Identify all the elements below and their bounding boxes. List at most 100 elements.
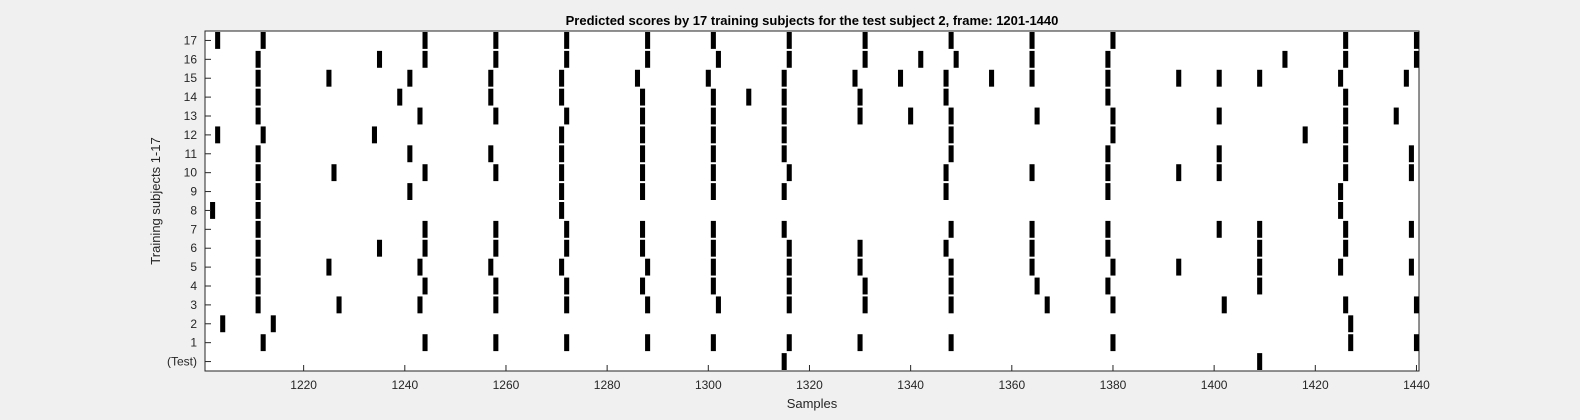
score-mark — [1110, 107, 1116, 125]
score-mark — [1221, 296, 1227, 314]
score-mark — [786, 32, 792, 49]
score-mark — [1110, 296, 1116, 314]
score-mark — [564, 107, 570, 125]
score-mark — [897, 69, 904, 87]
score-mark — [493, 296, 499, 314]
score-mark — [1029, 69, 1035, 87]
score-mark — [857, 239, 863, 257]
score-mark — [1408, 220, 1414, 238]
x-tick-label: 1360 — [998, 378, 1025, 392]
y-tick-label: 8 — [190, 203, 197, 217]
score-mark — [422, 277, 428, 295]
score-mark — [948, 258, 954, 276]
score-mark — [331, 164, 337, 182]
score-mark — [1343, 239, 1349, 257]
score-mark — [857, 334, 863, 352]
score-mark — [943, 69, 949, 87]
score-mark — [1343, 164, 1349, 182]
score-mark — [407, 145, 413, 163]
score-mark — [559, 145, 565, 163]
score-mark — [422, 220, 428, 238]
score-mark — [564, 277, 570, 295]
y-tick-label: (Test) — [167, 355, 197, 369]
y-tick-label: 6 — [190, 241, 197, 255]
score-mark — [1338, 202, 1344, 219]
y-tick-label: 1 — [190, 336, 197, 350]
score-mark — [1343, 50, 1349, 68]
score-mark — [260, 126, 266, 144]
score-mark — [326, 258, 332, 276]
score-mark — [1110, 334, 1116, 352]
score-mark — [1343, 126, 1349, 144]
score-mark — [781, 88, 787, 106]
score-mark — [417, 107, 423, 125]
x-tick-label: 1400 — [1201, 378, 1228, 392]
score-mark — [705, 69, 711, 87]
score-mark — [640, 164, 646, 182]
score-mark — [862, 277, 868, 295]
score-mark — [255, 164, 261, 182]
score-mark — [422, 164, 428, 182]
score-mark — [943, 88, 949, 106]
score-mark — [1257, 239, 1263, 257]
score-mark — [255, 239, 261, 257]
score-mark — [260, 334, 266, 352]
x-axis-label: Samples — [787, 396, 838, 411]
score-mark — [488, 145, 494, 163]
score-mark — [640, 239, 646, 257]
score-mark — [710, 145, 716, 163]
score-mark — [559, 258, 565, 276]
x-tick-label: 1220 — [290, 378, 317, 392]
score-mark — [493, 107, 499, 125]
score-mark — [640, 145, 646, 163]
score-mark — [1343, 88, 1349, 106]
score-mark — [255, 183, 261, 200]
score-mark — [786, 334, 792, 352]
score-mark — [255, 202, 261, 219]
score-mark — [210, 202, 216, 219]
score-mark — [645, 258, 651, 276]
score-mark — [1029, 220, 1035, 238]
x-axis-ticks: 1220 1240 1260 1280 1300 1320 1340 1360 1380 1400… — [290, 365, 1430, 392]
score-mark — [417, 258, 423, 276]
score-mark — [857, 107, 863, 125]
score-mark — [1343, 32, 1349, 49]
score-mark — [1257, 220, 1263, 238]
score-mark — [1257, 258, 1263, 276]
score-mark — [1110, 258, 1116, 276]
score-mark — [336, 296, 342, 314]
score-mark — [948, 277, 954, 295]
score-mark — [255, 220, 261, 238]
score-mark — [645, 32, 651, 49]
score-mark — [1029, 258, 1035, 276]
score-mark — [943, 183, 949, 200]
y-tick-label: 12 — [184, 128, 198, 142]
x-tick-label: 1340 — [897, 378, 924, 392]
x-tick-label: 1300 — [695, 378, 722, 392]
score-mark — [493, 32, 499, 49]
score-mark — [781, 353, 787, 370]
score-mark — [948, 126, 954, 144]
score-mark — [1393, 107, 1399, 125]
score-mark — [1282, 50, 1288, 68]
score-mark — [786, 296, 792, 314]
plot-area — [204, 30, 1420, 372]
score-mark — [564, 50, 570, 68]
score-mark — [786, 277, 792, 295]
score-mark — [943, 164, 949, 182]
y-tick-label: 10 — [184, 166, 198, 180]
y-tick-label: 7 — [190, 222, 197, 236]
score-mark — [255, 145, 261, 163]
score-mark — [645, 50, 651, 68]
score-mark — [1176, 258, 1182, 276]
score-mark — [781, 183, 787, 200]
score-mark — [1343, 145, 1349, 163]
score-mark — [948, 107, 954, 125]
score-mark — [640, 277, 646, 295]
score-mark — [989, 69, 995, 87]
score-mark — [1216, 107, 1222, 125]
score-mark — [640, 220, 646, 238]
score-mark — [1216, 69, 1222, 87]
score-mark — [493, 220, 499, 238]
